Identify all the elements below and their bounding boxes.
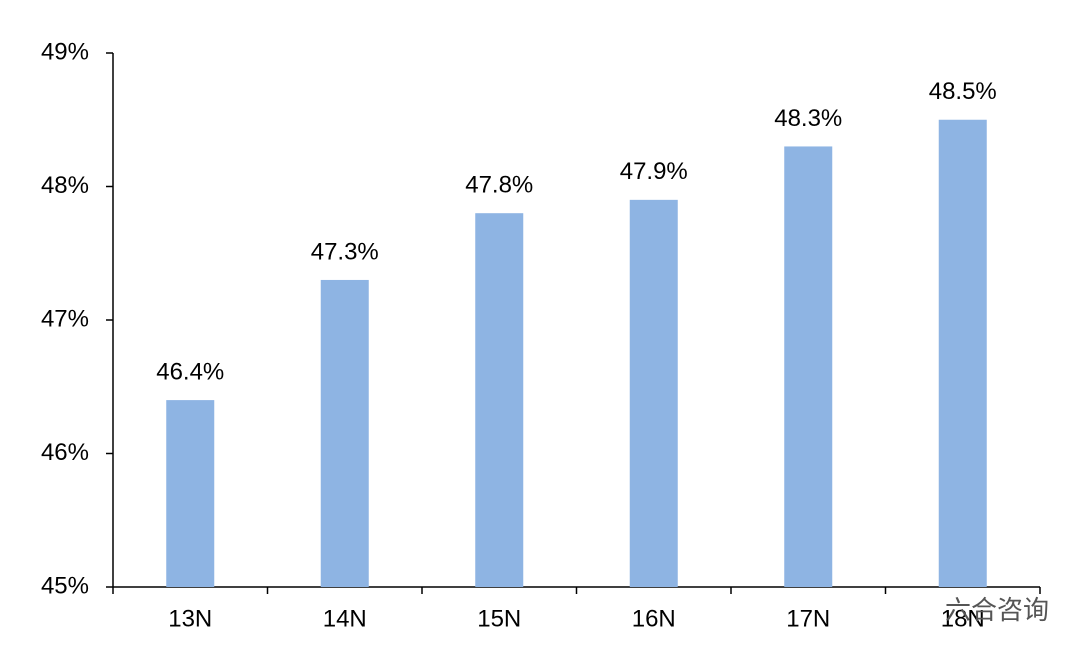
value-label: 47.3% [311,238,379,265]
bar [166,400,215,587]
x-tick-label: 13N [168,605,212,632]
x-tick-label: 18N [941,605,985,632]
x-tick-label: 17N [786,605,830,632]
value-label: 47.9% [620,158,688,185]
watermark: 六合咨询 [945,595,1049,625]
bar [475,213,524,587]
y-tick-label: 47% [41,305,89,332]
x-tick-label: 15N [477,605,521,632]
bar [320,279,369,587]
bar [938,119,987,587]
y-tick-label: 48% [41,172,89,199]
value-label: 48.3% [774,105,842,132]
y-tick-label: 45% [41,572,89,599]
value-label: 46.4% [156,358,224,385]
value-label: 47.8% [465,172,533,199]
value-label: 48.5% [929,78,997,105]
y-tick-label: 49% [41,38,89,65]
x-tick-label: 16N [632,605,676,632]
x-tick-label: 14N [323,605,367,632]
bar [629,199,678,587]
y-tick-label: 46% [41,439,89,466]
bar [784,146,833,587]
